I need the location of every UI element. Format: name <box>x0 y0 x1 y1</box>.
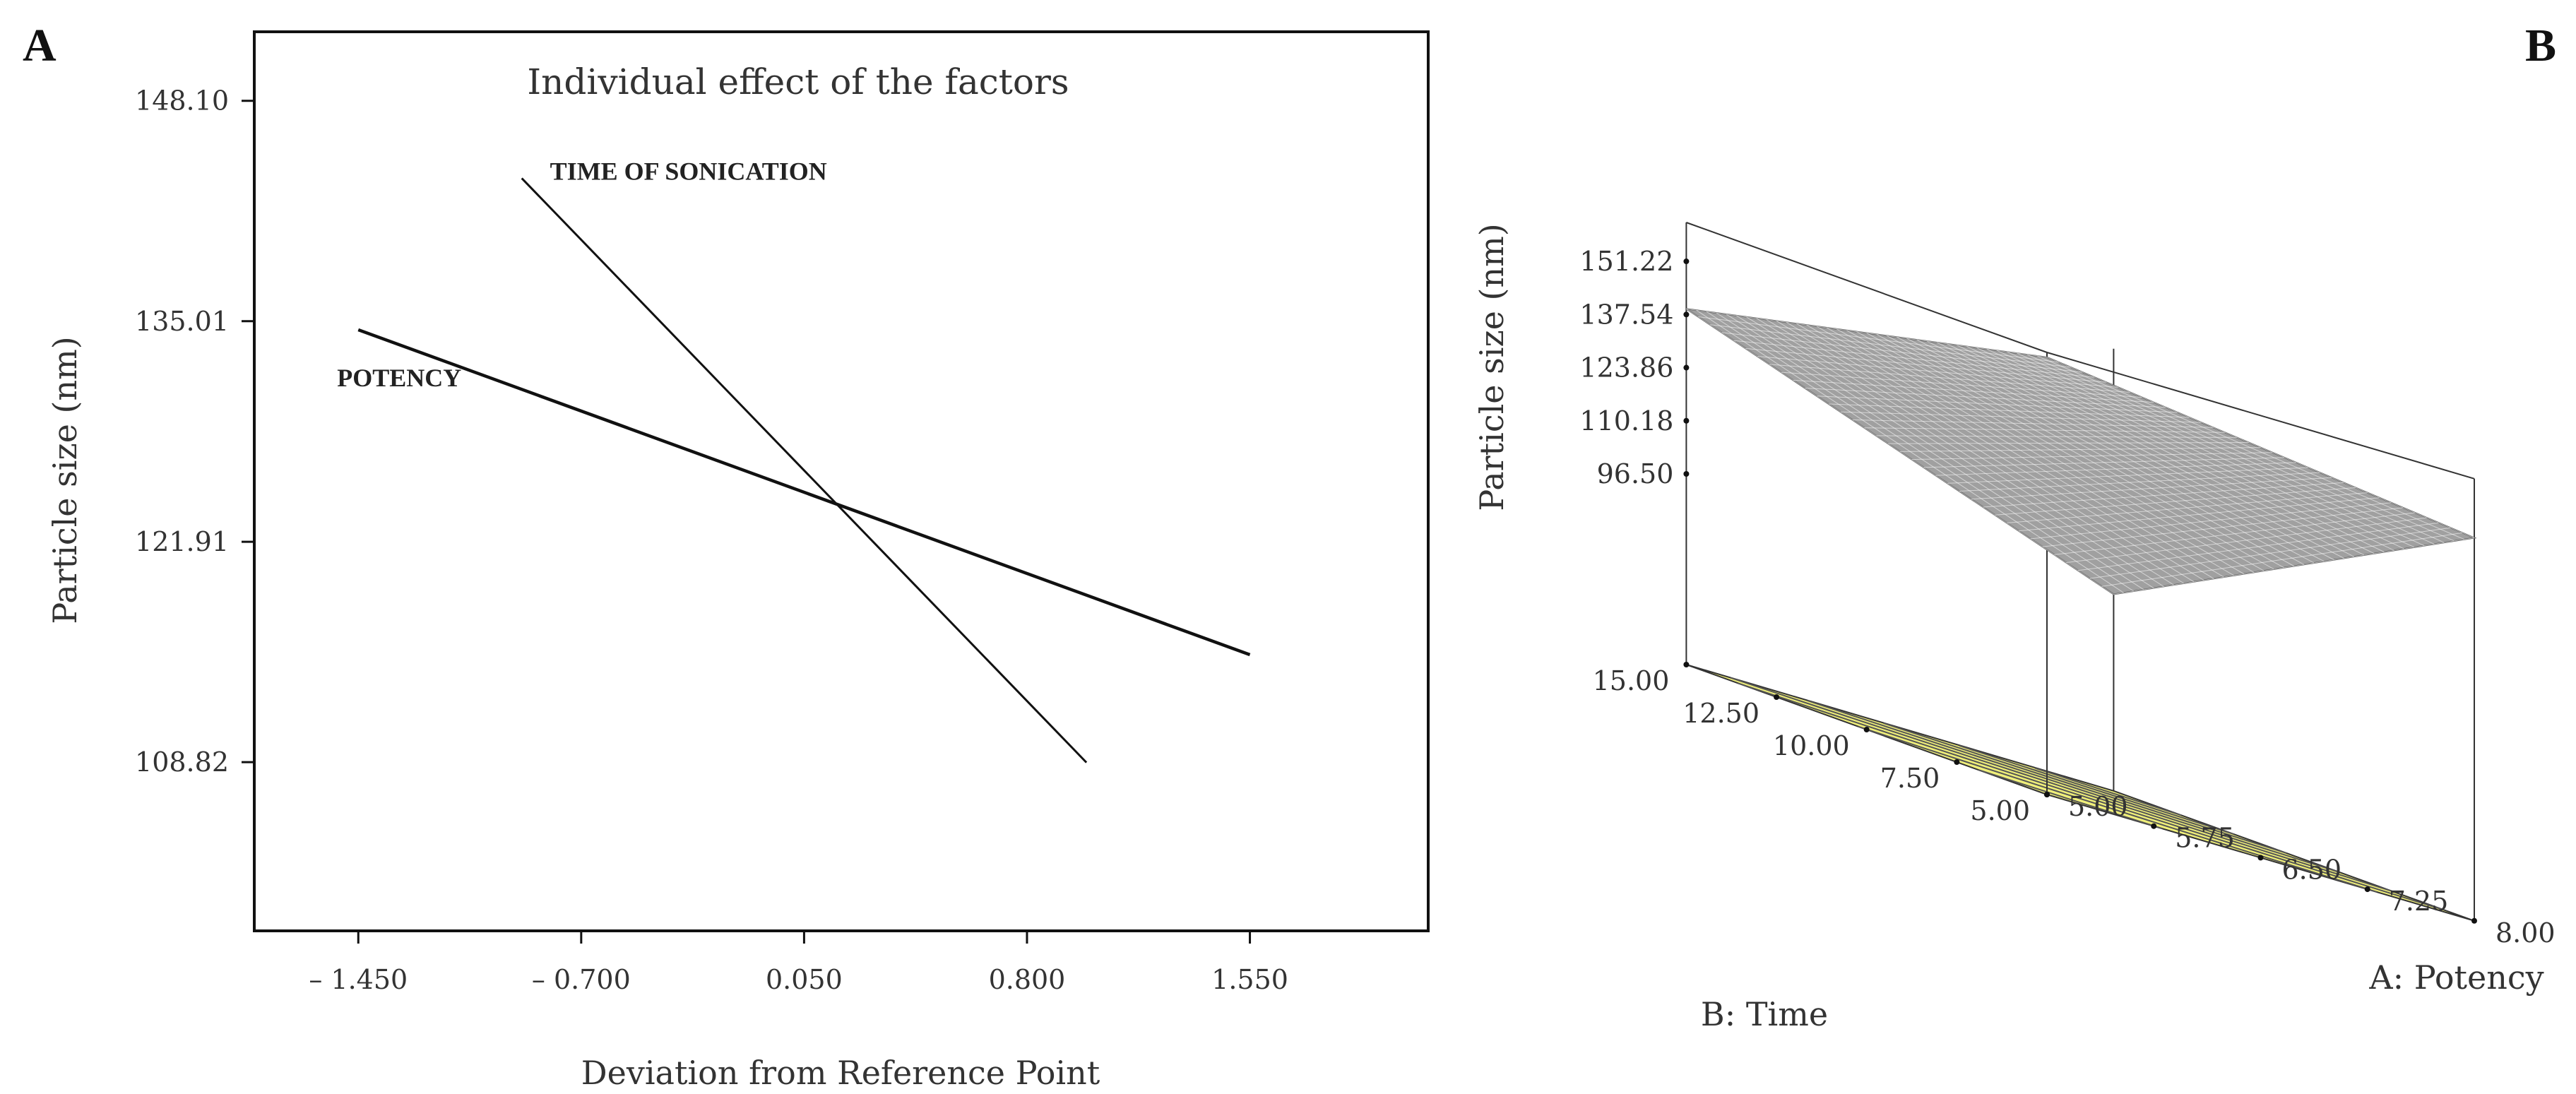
z-tick-dot <box>1683 258 1690 265</box>
y-tick-label: 135.01 <box>135 306 229 337</box>
potency-tick-label: 8.00 <box>2495 917 2556 949</box>
z-tick-label: 151.22 <box>1579 246 1673 277</box>
potency-tick-dot <box>2151 823 2157 829</box>
chart-title: Individual effect of the factors <box>527 61 1069 102</box>
time-tick-dot <box>2044 792 2050 797</box>
z-ticks: 96.50 110.18 123.86 137.54 151.22 <box>1579 246 1690 489</box>
x-tick-label: – 0.700 <box>532 964 631 995</box>
contour-line <box>1858 725 2378 893</box>
surface-plot-panel-b: 96.50 110.18 123.86 137.54 151.22 5.00 5.75 6.… <box>1473 222 2556 1033</box>
mesh-line <box>1706 311 2135 592</box>
time-tick-dot <box>1954 759 1960 765</box>
plot-frame <box>253 30 1430 932</box>
mesh-line <box>2066 517 2427 564</box>
mesh-line <box>1736 315 2164 587</box>
series-label: TIME OF SONICATION <box>550 157 827 185</box>
time-axis-title: B: Time <box>1701 995 1828 1033</box>
panel-letter-b: B <box>2525 20 2556 71</box>
time-tick-dot <box>1774 694 1780 700</box>
mesh-line <box>1726 314 2154 589</box>
z-axis-title: Particle size (nm) <box>1473 223 1511 511</box>
series-line <box>357 328 1251 657</box>
z-tick-dot <box>1683 417 1690 424</box>
x-tick-label: 1.550 <box>1211 964 1288 995</box>
series-line <box>521 177 1088 763</box>
panel-letter-a: A <box>23 20 57 71</box>
time-tick-label: 10.00 <box>1773 730 1850 761</box>
x-tick-label: – 1.450 <box>309 964 408 995</box>
mesh-line <box>1716 312 2144 590</box>
series-labels: TIME OF SONICATION POTENCY <box>337 157 826 392</box>
y-ticks: 148.10 135.01 121.91 108.82 <box>135 85 254 778</box>
line-chart-panel-a: Individual effect of the factors Deviati… <box>46 30 1430 1092</box>
contour-line <box>2034 767 2182 816</box>
floor-plane <box>1686 664 2475 922</box>
x-tick-label: 0.800 <box>989 964 1066 995</box>
mesh-line <box>2054 512 2416 555</box>
time-tick-dot <box>1683 662 1690 667</box>
time-tick-label: 15.00 <box>1593 665 1670 696</box>
mesh-line <box>2077 522 2439 571</box>
potency-tick-dot <box>2471 917 2477 924</box>
time-tick-label: 12.50 <box>1682 698 1759 729</box>
y-tick-label: 148.10 <box>135 85 229 117</box>
y-axis-title: Particle size (nm) <box>46 336 84 624</box>
z-tick-label: 137.54 <box>1579 299 1673 330</box>
y-tick-label: 121.91 <box>135 526 229 557</box>
potency-tick-label: 5.00 <box>2068 791 2128 822</box>
time-tick-label: 7.50 <box>1880 763 1940 794</box>
contour-line <box>1978 769 2163 830</box>
mesh-line <box>2113 537 2475 595</box>
mesh-line <box>2089 527 2451 579</box>
time-tick-label: 5.00 <box>1970 795 2030 826</box>
mesh-line <box>1686 308 2114 595</box>
x-tick-label: 0.050 <box>766 964 843 995</box>
potency-tick-dot <box>2364 886 2370 893</box>
mesh-line <box>2101 532 2463 587</box>
contour-line <box>1807 699 2339 873</box>
potency-tick-label: 7.25 <box>2389 886 2449 917</box>
response-surface <box>1685 308 2477 595</box>
z-tick-dot <box>1683 364 1690 371</box>
z-tick-label: 123.86 <box>1579 352 1673 384</box>
contour-line <box>1883 722 2287 854</box>
z-tick-label: 110.18 <box>1579 405 1673 436</box>
series-label: POTENCY <box>337 364 461 392</box>
x-ticks: – 1.450 – 0.700 0.050 0.800 1.550 <box>309 931 1288 995</box>
time-tick-dot <box>1863 727 1870 732</box>
time-ticks: 5.00 7.50 10.00 12.50 15.00 <box>1593 662 2050 826</box>
contour-line <box>1737 682 2445 911</box>
z-tick-label: 96.50 <box>1597 458 1674 489</box>
x-axis-title: Deviation from Reference Point <box>581 1054 1100 1092</box>
potency-axis-title: A: Potency <box>2368 958 2544 997</box>
potency-tick-dot <box>2257 855 2264 861</box>
series-lines <box>357 177 1251 763</box>
z-tick-dot <box>1683 311 1690 318</box>
potency-tick-label: 6.50 <box>2282 854 2342 885</box>
mesh-line <box>1696 309 2124 593</box>
box-top-edge <box>1686 222 2475 480</box>
mesh-line <box>1746 316 2174 585</box>
contour-line <box>1959 744 2234 836</box>
contour-line <box>1730 677 2392 892</box>
potency-ticks: 5.00 5.75 6.50 7.25 8.00 <box>2044 791 2556 949</box>
y-tick-label: 108.82 <box>135 747 229 778</box>
potency-tick-label: 5.75 <box>2175 823 2235 854</box>
z-tick-dot <box>1683 471 1690 477</box>
